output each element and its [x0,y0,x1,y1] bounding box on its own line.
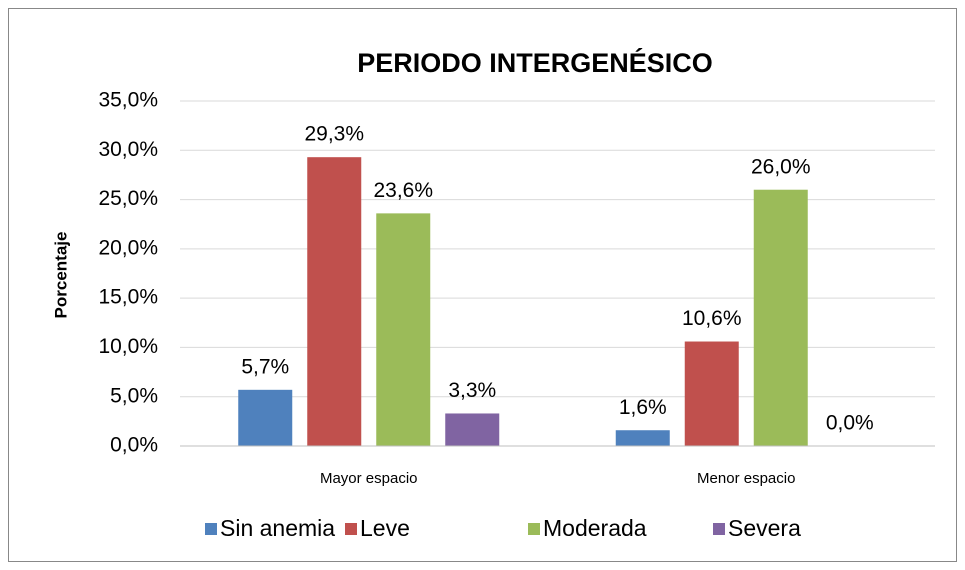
legend-label: Sin anemia [220,515,335,541]
value-label: 0,0% [826,412,874,435]
bar [238,389,293,446]
legend-label: Moderada [543,515,647,541]
legend-swatch [345,523,357,535]
bar [684,341,739,446]
bar [307,157,362,446]
y-tick-label: 25,0% [98,187,158,210]
bar [753,189,808,446]
y-tick-label: 30,0% [98,138,158,161]
value-label: 3,3% [448,379,496,402]
legend-swatch [205,523,217,535]
value-label: 1,6% [619,396,667,419]
bar [376,213,431,446]
y-tick-label: 10,0% [98,335,158,358]
legend-swatch [528,523,540,535]
y-tick-label: 0,0% [110,434,158,457]
value-label: 10,6% [682,307,742,330]
y-tick-label: 20,0% [98,236,158,259]
value-label: 29,3% [304,123,364,146]
legend-swatch [713,523,725,535]
bar [615,430,670,446]
chart-title: PERIODO INTERGENÉSICO [357,47,713,78]
legend-label: Severa [728,515,801,541]
x-tick-label: Menor espacio [697,470,795,487]
x-tick-label: Mayor espacio [320,470,418,487]
legend-label: Leve [360,515,410,541]
y-tick-label: 15,0% [98,286,158,309]
value-label: 5,7% [241,355,289,378]
bar [445,413,500,446]
y-tick-label: 5,0% [110,384,158,407]
value-label: 26,0% [751,155,811,178]
y-axis-label: Porcentaje [51,232,70,319]
value-label: 23,6% [373,179,433,202]
y-tick-label: 35,0% [98,89,158,112]
